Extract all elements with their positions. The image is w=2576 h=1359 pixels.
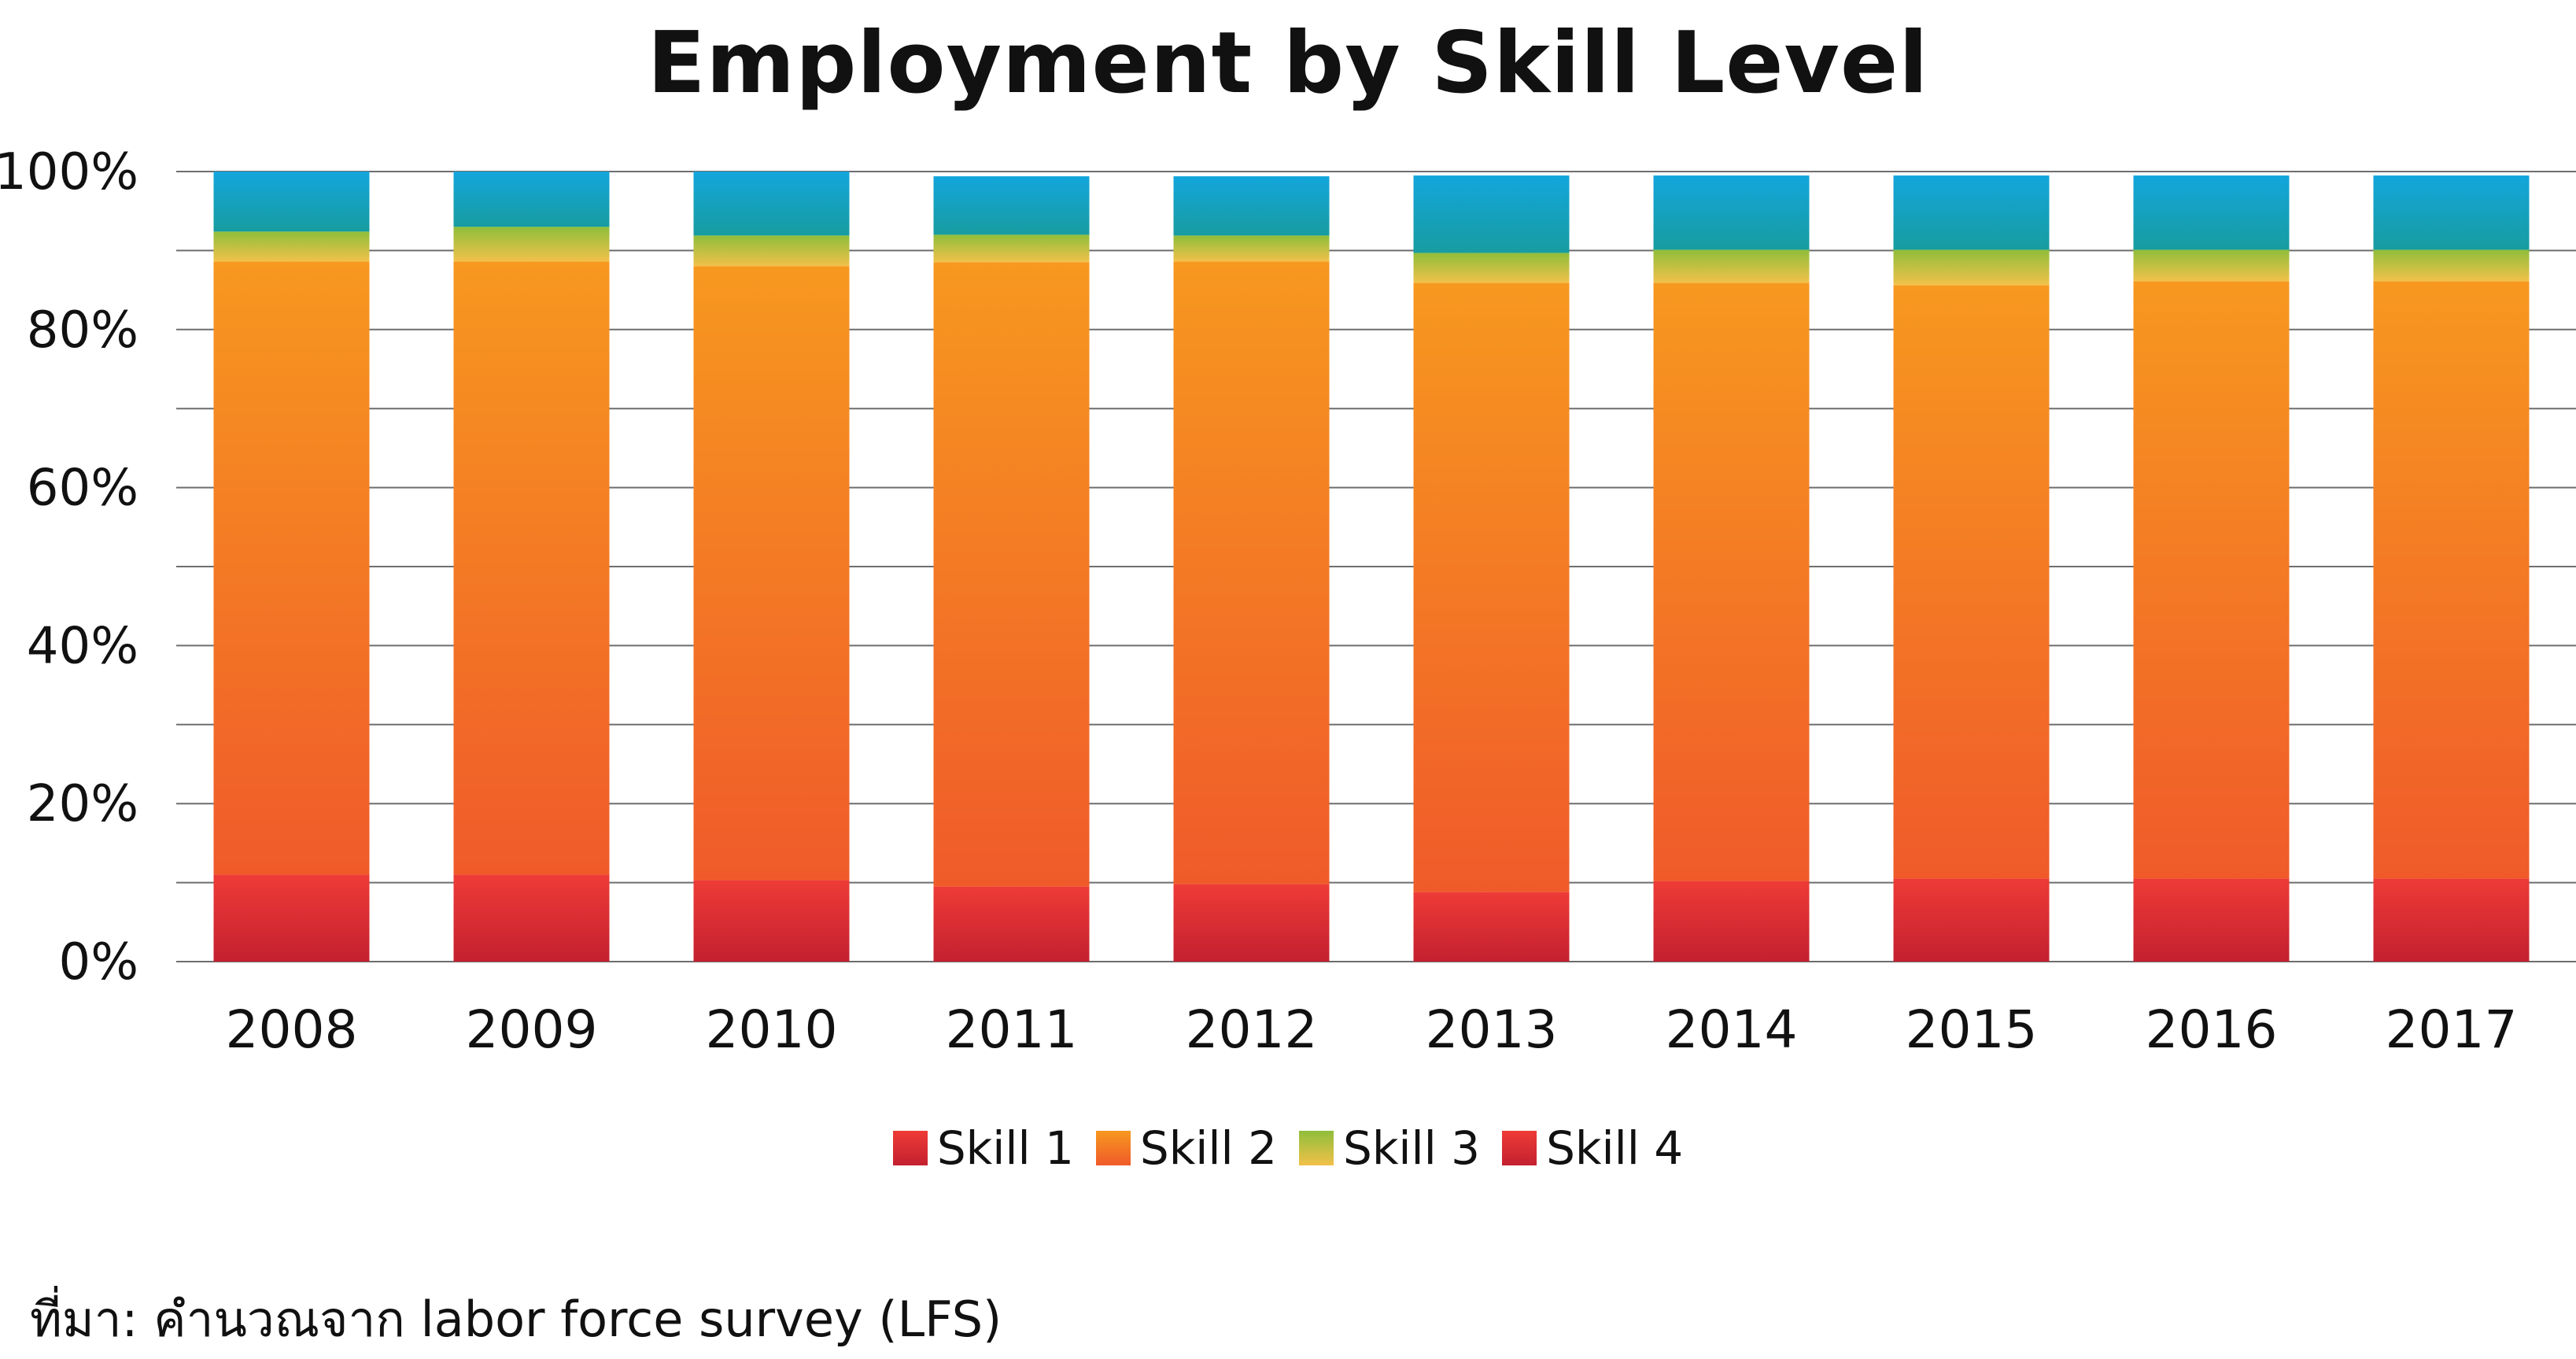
bar-segment-skill-2 <box>2133 281 2290 879</box>
x-tick-label: 2017 <box>2386 999 2518 1060</box>
x-tick-label: 2015 <box>1906 999 2038 1060</box>
bar-segment-skill-1 <box>693 880 850 962</box>
x-tick-label: 2013 <box>1426 999 1558 1060</box>
bar-segment-skill-2 <box>453 261 610 875</box>
y-tick-label: 100% <box>0 143 138 201</box>
bar-segment-skill-2 <box>1413 283 1570 892</box>
x-tick-label: 2010 <box>706 999 838 1060</box>
legend-label: Skill 1 <box>936 1121 1074 1175</box>
bar-segment-skill-4 <box>1413 175 1570 253</box>
bar-segment-skill-2 <box>1653 283 1810 881</box>
bar-segment-skill-1 <box>1173 884 1330 962</box>
legend-item-skill-3: Skill 3 <box>1299 1121 1480 1175</box>
legend: Skill 1 Skill 2 Skill 3 Skill 4 <box>0 1121 2576 1175</box>
bar-segment-skill-4 <box>2133 175 2290 250</box>
bar-segment-skill-1 <box>1653 881 1810 962</box>
stacked-bar-chart: 0%20%40%60%80%100% 2008 2009 2010 2011 2012 2… <box>0 143 2576 1060</box>
bar-segment-skill-2 <box>1173 261 1330 884</box>
bar-segment-skill-3 <box>1653 249 1810 283</box>
bar-segment-skill-4 <box>1653 175 1810 250</box>
bar-segment-skill-1 <box>213 874 370 962</box>
x-tick-label: 2016 <box>2146 999 2278 1060</box>
legend-item-skill-2: Skill 2 <box>1095 1121 1277 1175</box>
legend-swatch-skill-1 <box>892 1131 928 1165</box>
bar-segment-skill-4 <box>213 172 370 232</box>
bar-segment-skill-1 <box>2133 878 2290 962</box>
bar-segment-skill-3 <box>933 235 1090 263</box>
bar-segment-skill-4 <box>2373 175 2530 250</box>
legend-item-skill-1: Skill 1 <box>892 1121 1074 1175</box>
bar-segment-skill-2 <box>693 266 850 881</box>
x-tick-label: 2014 <box>1666 999 1798 1060</box>
chart-title: Employment by Skill Level <box>647 14 1929 113</box>
bar-segment-skill-4 <box>453 172 610 227</box>
bar-segment-skill-2 <box>933 262 1090 887</box>
bar-segment-skill-3 <box>1413 253 1570 283</box>
bar-segment-skill-4 <box>1173 176 1330 236</box>
bar-segment-skill-4 <box>693 172 850 236</box>
bars <box>213 172 2530 962</box>
x-tick-label: 2011 <box>946 999 1078 1060</box>
legend-swatch-skill-4 <box>1502 1131 1537 1165</box>
x-tick-label: 2012 <box>1186 999 1318 1060</box>
bar-segment-skill-3 <box>1173 235 1330 262</box>
bar-segment-skill-2 <box>1893 285 2050 879</box>
y-axis-ticks: 0% 20% 40% 60% 80% 100% <box>0 143 138 992</box>
x-tick-label: 2008 <box>226 999 358 1060</box>
y-tick-label: 0% <box>58 933 138 992</box>
bar-segment-skill-3 <box>2373 249 2530 282</box>
bar-segment-skill-2 <box>2373 281 2530 879</box>
bar-segment-skill-4 <box>1893 175 2050 250</box>
y-tick-label: 40% <box>27 617 138 675</box>
bar-segment-skill-3 <box>213 231 370 262</box>
bar-segment-skill-1 <box>1893 878 2050 962</box>
legend-swatch-skill-3 <box>1299 1131 1334 1165</box>
legend-swatch-skill-2 <box>1095 1131 1131 1165</box>
bar-segment-skill-4 <box>933 176 1090 235</box>
x-tick-label: 2009 <box>466 999 598 1060</box>
bar-segment-skill-3 <box>1893 249 2050 286</box>
legend-label: Skill 3 <box>1343 1121 1481 1175</box>
bar-segment-skill-1 <box>933 886 1090 962</box>
bar-segment-skill-1 <box>453 874 610 962</box>
bar-segment-skill-3 <box>2133 249 2290 282</box>
legend-label: Skill 4 <box>1546 1121 1684 1175</box>
source-note: ที่มา: คำนวณจาก labor force survey (LFS) <box>30 1291 1002 1348</box>
bar-segment-skill-2 <box>213 261 370 875</box>
bar-segment-skill-3 <box>453 227 610 262</box>
legend-label: Skill 2 <box>1139 1121 1277 1175</box>
bar-segment-skill-1 <box>2373 878 2530 962</box>
y-tick-label: 80% <box>27 301 138 360</box>
x-axis-ticks: 2008 2009 2010 2011 2012 2013 2014 2015 2016 2017 <box>226 999 2518 1060</box>
bar-segment-skill-1 <box>1413 892 1570 962</box>
y-tick-label: 60% <box>27 460 138 518</box>
y-tick-label: 20% <box>27 775 138 833</box>
legend-item-skill-4: Skill 4 <box>1502 1121 1683 1175</box>
bar-segment-skill-3 <box>693 235 850 267</box>
